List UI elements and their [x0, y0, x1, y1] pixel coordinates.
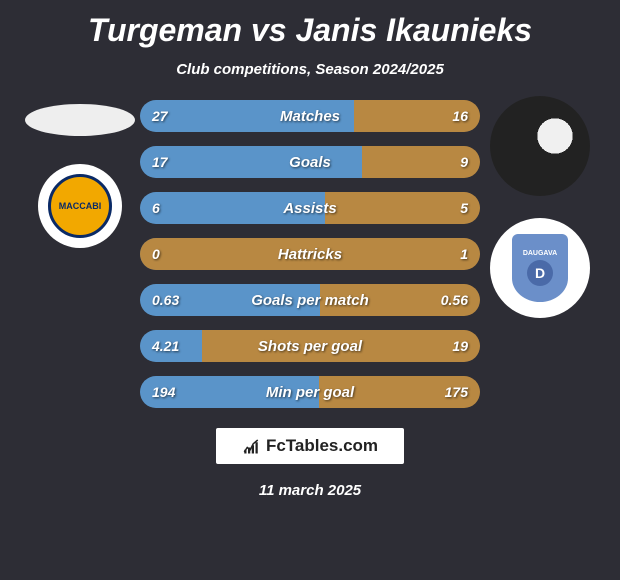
player-left-placeholder — [25, 104, 135, 136]
page-subtitle: Club competitions, Season 2024/2025 — [176, 61, 444, 78]
stat-label: Hattricks — [140, 246, 480, 263]
chart-icon — [242, 437, 260, 455]
right-side-column: DAUGAVA D — [480, 96, 600, 318]
club-crest-right-inner: DAUGAVA D — [512, 234, 568, 302]
stats-column: 2716Matches 179Goals 65Assists 01Hattricks 0… — [140, 100, 480, 408]
stat-label: Goals — [140, 154, 480, 171]
club-right-letter: D — [527, 260, 553, 286]
stat-row: 0.630.56Goals per match — [140, 284, 480, 316]
stat-row: 01Hattricks — [140, 238, 480, 270]
stat-row: 4.2119Shots per goal — [140, 330, 480, 362]
stat-label: Assists — [140, 200, 480, 217]
stat-label: Min per goal — [140, 384, 480, 401]
footer-brand-text: FcTables.com — [266, 436, 378, 456]
stat-label: Goals per match — [140, 292, 480, 309]
player-right-avatar — [490, 96, 590, 196]
stat-row: 2716Matches — [140, 100, 480, 132]
date-text: 11 march 2025 — [259, 482, 361, 499]
club-right-name: DAUGAVA — [523, 250, 557, 257]
club-crest-left: MACCABI — [38, 164, 122, 248]
page-title: Turgeman vs Janis Ikaunieks — [88, 12, 532, 49]
club-crest-left-inner: MACCABI — [48, 174, 112, 238]
footer-brand-badge: FcTables.com — [216, 428, 404, 464]
comparison-row: MACCABI 2716Matches 179Goals 65Assists 01Ha… — [15, 96, 605, 408]
club-crest-right: DAUGAVA D — [490, 218, 590, 318]
stat-row: 179Goals — [140, 146, 480, 178]
stat-row: 194175Min per goal — [140, 376, 480, 408]
left-side-column: MACCABI — [20, 96, 140, 248]
stat-label: Shots per goal — [140, 338, 480, 355]
stat-row: 65Assists — [140, 192, 480, 224]
stat-label: Matches — [140, 108, 480, 125]
